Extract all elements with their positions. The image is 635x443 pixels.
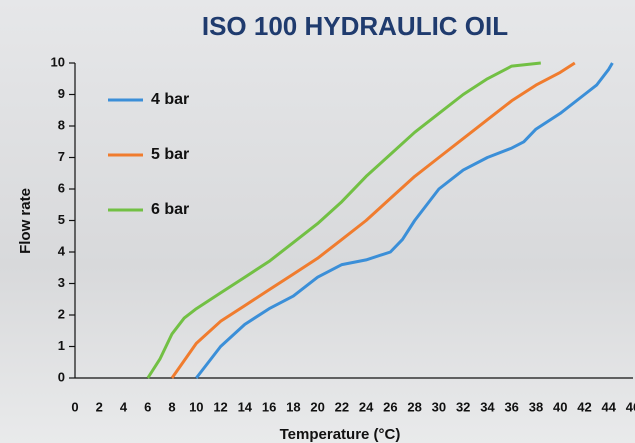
x-tick-label: 10 <box>189 399 203 414</box>
x-tick-label: 26 <box>383 399 397 414</box>
y-tick-label: 10 <box>51 54 65 69</box>
x-tick-label: 32 <box>456 399 470 414</box>
x-tick-label: 30 <box>432 399 446 414</box>
x-tick-label: 24 <box>359 399 374 414</box>
x-tick-label: 40 <box>553 399 567 414</box>
legend-label: 6 bar <box>151 201 189 218</box>
y-tick-label: 6 <box>58 180 65 195</box>
x-tick-label: 8 <box>168 399 175 414</box>
legend-label: 4 bar <box>151 91 189 108</box>
y-tick-label: 7 <box>58 149 65 164</box>
x-tick-label: 4 <box>120 399 128 414</box>
y-tick-label: 2 <box>58 306 65 321</box>
y-tick-label: 4 <box>58 243 66 258</box>
x-tick-label: 42 <box>577 399 591 414</box>
x-tick-label: 2 <box>96 399 103 414</box>
x-tick-label: 44 <box>602 399 617 414</box>
x-tick-label: 46 <box>626 399 635 414</box>
x-tick-label: 36 <box>504 399 518 414</box>
x-tick-label: 14 <box>238 399 253 414</box>
chart-title: ISO 100 HYDRAULIC OIL <box>202 11 508 41</box>
x-tick-label: 18 <box>286 399 300 414</box>
x-tick-label: 38 <box>529 399 543 414</box>
x-tick-label: 0 <box>71 399 78 414</box>
x-tick-label: 16 <box>262 399 276 414</box>
y-tick-label: 5 <box>58 212 65 227</box>
x-tick-label: 6 <box>144 399 151 414</box>
x-axis-label: Temperature (°C) <box>280 426 401 443</box>
y-tick-label: 8 <box>58 117 65 132</box>
x-tick-label: 12 <box>213 399 227 414</box>
y-tick-label: 9 <box>58 86 65 101</box>
y-tick-label: 3 <box>58 275 65 290</box>
chart: ISO 100 HYDRAULIC OIL Temperature (°C) F… <box>0 0 635 443</box>
background <box>0 0 635 443</box>
legend-label: 5 bar <box>151 146 189 163</box>
y-tick-label: 0 <box>58 369 65 384</box>
x-tick-label: 34 <box>480 399 495 414</box>
y-tick-label: 1 <box>58 338 65 353</box>
x-tick-label: 28 <box>407 399 421 414</box>
x-tick-label: 20 <box>310 399 324 414</box>
y-axis-label: Flow rate <box>17 188 34 254</box>
x-tick-label: 22 <box>335 399 349 414</box>
